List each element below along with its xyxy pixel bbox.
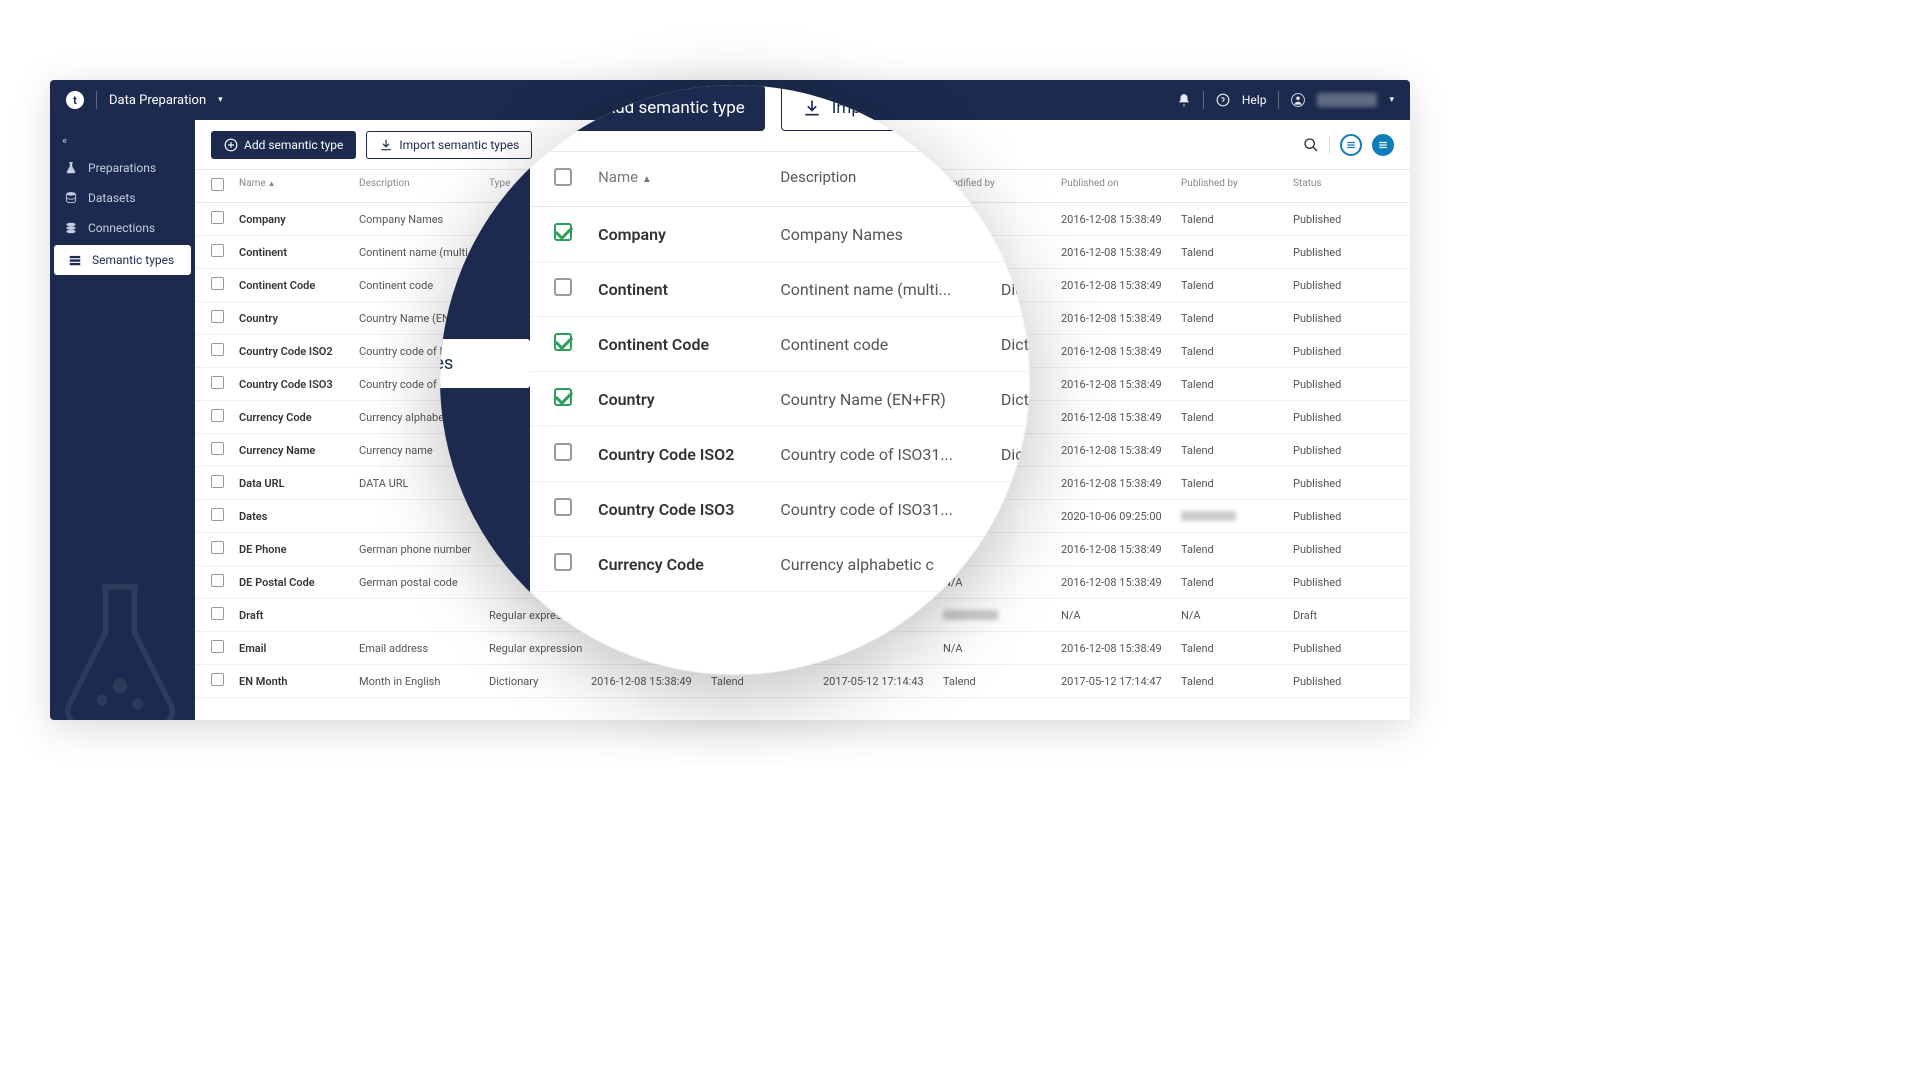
- row-checkbox[interactable]: [211, 640, 224, 653]
- user-icon[interactable]: [1291, 93, 1305, 107]
- row-checkbox[interactable]: [211, 310, 224, 323]
- row-checkbox[interactable]: [211, 244, 224, 257]
- app-name[interactable]: Data Preparation: [109, 93, 206, 108]
- flask-bg-icon: [50, 560, 195, 720]
- lens-row-checkbox[interactable]: [554, 278, 572, 296]
- table-row[interactable]: EN MonthMonth in EnglishDictionary2016-1…: [195, 665, 1410, 698]
- lens-table-row[interactable]: Country Code ISO3Country code of ISO31..…: [530, 482, 1030, 537]
- collapse-icon[interactable]: «: [50, 128, 195, 153]
- username-redacted: [1317, 93, 1377, 107]
- sidebar-item-semantic-types[interactable]: Semantic types: [54, 245, 191, 275]
- lens-nav-fragment: ections: [440, 284, 530, 333]
- row-checkbox[interactable]: [211, 409, 224, 422]
- zoom-lens: ns ections antic types Add semantic type…: [440, 85, 1030, 675]
- lens-table-row[interactable]: ContinentContinent name (multi...Diction…: [530, 262, 1030, 317]
- col-header-published-by[interactable]: Published by: [1181, 178, 1293, 194]
- row-checkbox[interactable]: [211, 673, 224, 686]
- lens-row-checkbox[interactable]: [554, 443, 572, 461]
- lens-select-all-checkbox[interactable]: [554, 168, 572, 186]
- add-semantic-type-button[interactable]: Add semantic type: [211, 131, 356, 159]
- col-header-published-on[interactable]: Published on: [1061, 178, 1181, 194]
- lens-nav-fragment: ns: [440, 205, 530, 254]
- sidebar-item-preparations[interactable]: Preparations: [50, 153, 195, 183]
- lens-col-type[interactable]: Type: [1001, 168, 1030, 190]
- lens-import-button[interactable]: Import semantic ty: [781, 85, 995, 131]
- row-checkbox[interactable]: [211, 376, 224, 389]
- add-button-label: Add semantic type: [244, 138, 343, 152]
- lens-col-name[interactable]: Name ▲: [598, 168, 780, 190]
- sort-asc-icon: ▲: [268, 179, 276, 188]
- row-checkbox[interactable]: [211, 475, 224, 488]
- lens-import-label: Import semantic ty: [832, 98, 974, 118]
- help-label[interactable]: Help: [1242, 93, 1267, 107]
- row-checkbox[interactable]: [211, 442, 224, 455]
- chevron-down-icon[interactable]: ▾: [218, 95, 223, 105]
- search-icon[interactable]: [1303, 137, 1319, 153]
- row-checkbox[interactable]: [211, 574, 224, 587]
- sidebar-item-connections[interactable]: Connections: [50, 213, 195, 243]
- lens-table-row[interactable]: Country Code ISO2Country code of ISO31..…: [530, 427, 1030, 482]
- select-all-checkbox[interactable]: [211, 178, 224, 191]
- sort-asc-icon: ▲: [642, 174, 652, 185]
- lens-row-checkbox[interactable]: [554, 553, 572, 571]
- download-icon: [379, 138, 393, 152]
- lens-nav-active: antic types: [440, 339, 530, 388]
- lens-table-row[interactable]: CountryCountry Name (EN+FR)Dictionary: [530, 372, 1030, 427]
- row-checkbox[interactable]: [211, 343, 224, 356]
- sidebar: « PreparationsDatasetsConnectionsSemanti…: [50, 120, 195, 720]
- download-icon: [802, 98, 822, 118]
- chevron-down-icon[interactable]: ▾: [1389, 95, 1394, 105]
- logo-icon[interactable]: t: [66, 91, 84, 109]
- lens-table-row[interactable]: Currency CodeCurrency alphabetic c: [530, 537, 1030, 592]
- sidebar-item-datasets[interactable]: Datasets: [50, 183, 195, 213]
- lens-table-row[interactable]: CompanyCompany NamesDictionary: [530, 207, 1030, 262]
- lens-add-label: Add semantic type: [604, 98, 745, 118]
- lens-toolbar: Add semantic type Import semantic ty: [530, 85, 1030, 152]
- col-header-status[interactable]: Status: [1293, 178, 1393, 194]
- lens-row-checkbox[interactable]: [554, 333, 572, 351]
- row-checkbox[interactable]: [211, 541, 224, 554]
- lens-table-row[interactable]: Continent CodeContinent codeDictionary: [530, 317, 1030, 372]
- view-list-icon[interactable]: [1340, 134, 1362, 156]
- help-icon[interactable]: [1216, 93, 1230, 107]
- view-grid-icon[interactable]: [1372, 134, 1394, 156]
- lens-row-checkbox[interactable]: [554, 498, 572, 516]
- row-checkbox[interactable]: [211, 211, 224, 224]
- lens-table-header: Name ▲ Description Type: [530, 152, 1030, 207]
- plus-circle-icon: [574, 98, 594, 118]
- lens-row-checkbox[interactable]: [554, 223, 572, 241]
- lens-row-checkbox[interactable]: [554, 388, 572, 406]
- lens-sidebar: ns ections antic types: [440, 85, 530, 675]
- row-checkbox[interactable]: [211, 277, 224, 290]
- lens-add-button[interactable]: Add semantic type: [554, 85, 765, 131]
- col-header-name[interactable]: Name▲: [239, 178, 359, 194]
- lens-col-description[interactable]: Description: [780, 168, 1001, 190]
- row-checkbox[interactable]: [211, 508, 224, 521]
- plus-circle-icon: [224, 138, 238, 152]
- row-checkbox[interactable]: [211, 607, 224, 620]
- bell-icon[interactable]: [1177, 93, 1191, 107]
